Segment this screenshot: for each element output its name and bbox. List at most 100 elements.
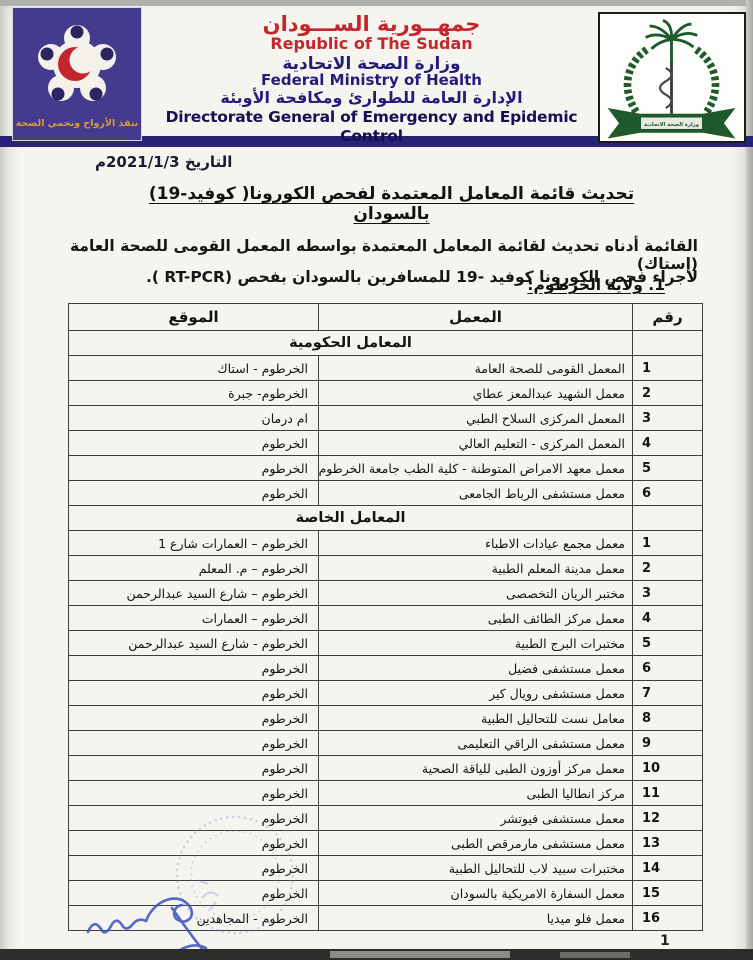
location-cell: الخرطوم- جبرة xyxy=(68,380,319,406)
lab-name-cell: معمل معهد الامراض المتوطنة - كلية الطب ج… xyxy=(318,455,633,481)
section-title-cell: المعامل الخاصة xyxy=(68,505,633,531)
table-row: 16 معمل فلو ميديا الخرطوم - المجاهدين xyxy=(68,905,703,931)
table-row: 12 معمل مستشفى فيوتشر الخرطوم xyxy=(68,805,703,831)
table-row: 2 معمل مدينة المعلم الطبية الخرطوم – م. ال… xyxy=(68,555,703,581)
document-title: تحديث قائمة المعامل المعتمدة لفحص الكورو… xyxy=(148,184,635,224)
lab-name-cell: معامل نست للتحاليل الطبية xyxy=(318,705,633,731)
ministry-name-arabic: وزارة الصحة الاتحادية xyxy=(282,53,461,74)
location-cell: الخرطوم xyxy=(68,655,319,681)
scan-edge-top xyxy=(0,0,753,6)
location-cell: الخرطوم xyxy=(68,880,319,906)
letterhead-text: جمهــورية الســـودان Republic of The Sud… xyxy=(150,12,593,145)
directorate-name-arabic: الإدارة العامة للطوارئ ومكافحة الأوبئة xyxy=(220,88,523,108)
lab-name-cell: المعمل المركزى السلاح الطبي xyxy=(318,405,633,431)
table-row: 6 معمل مستشفى فضيل الخرطوم xyxy=(68,655,703,681)
red-crescent-icon: ننقذ الأرواح ونحمي الصحة xyxy=(16,25,139,129)
scan-edge-bottom xyxy=(0,949,753,960)
table-row: 7 معمل مستشفى رويال كير الخرطوم xyxy=(68,680,703,706)
row-number-cell: 2 xyxy=(632,555,703,581)
lab-table-body: المعامل الحكومية 1 المعمل القومى للصحة الع… xyxy=(68,330,703,931)
intro-paragraph-line1: القائمة أدناه تحديث لقائمة المعامل المعت… xyxy=(69,236,698,273)
country-name-english: Republic of The Sudan xyxy=(270,33,473,53)
table-row: 8 معامل نست للتحاليل الطبية الخرطوم xyxy=(68,705,703,731)
lab-name-cell: معمل مستشفى الراقي التعليمى xyxy=(318,730,633,756)
table-row: 15 معمل السفارة الامريكية بالسودان الخرطوم xyxy=(68,880,703,906)
location-cell: الخرطوم xyxy=(68,480,319,506)
emblem-ribbon-text: وزارة الصحة الاتحادية xyxy=(644,122,699,128)
table-row: 6 معمل مستشفى الرباط الجامعى الخرطوم xyxy=(68,480,703,506)
ministry-name-english: Federal Ministry of Health xyxy=(261,70,482,89)
row-number-cell: 5 xyxy=(632,630,703,656)
row-number-cell: 1 xyxy=(632,530,703,556)
row-number-cell: 2 xyxy=(632,380,703,406)
row-number-cell: 6 xyxy=(632,655,703,681)
table-row: 4 معمل مركز الطائف الطبى الخرطوم – العمارا… xyxy=(68,605,703,631)
logo-motto-text: ننقذ الأرواح ونحمي الصحة xyxy=(16,117,139,129)
lab-name-cell: معمل مركز الطائف الطبى xyxy=(318,605,633,631)
row-number-cell: 12 xyxy=(632,805,703,831)
lab-name-cell: المعمل القومى للصحة العامة xyxy=(318,355,633,381)
row-number-cell: 3 xyxy=(632,405,703,431)
column-header-lab: المعمل xyxy=(318,303,633,331)
lab-name-cell: معمل السفارة الامريكية بالسودان xyxy=(318,880,633,906)
row-number-cell: 15 xyxy=(632,880,703,906)
country-name-arabic: جمهــورية الســـودان xyxy=(262,12,481,36)
row-number-cell: 5 xyxy=(632,455,703,481)
location-cell: الخرطوم - شارع السيد عبدالرحمن xyxy=(68,630,319,656)
location-cell: الخرطوم xyxy=(68,755,319,781)
lab-name-cell: مركز انطاليا الطبى xyxy=(318,780,633,806)
labs-table: رقم المعمل الموقع المعامل الحكومية 1 المعم… xyxy=(68,303,703,931)
letterhead: ننقذ الأرواح ونحمي الصحة جمهــورية الســ… xyxy=(0,0,753,150)
location-cell: الخرطوم - المجاهدين xyxy=(68,905,319,931)
row-number-cell: 14 xyxy=(632,855,703,881)
red-crescent-logo: ننقذ الأرواح ونحمي الصحة xyxy=(13,8,141,140)
section-number-cell xyxy=(632,505,703,531)
lab-name-cell: معمل مستشفى مارمرقص الطبى xyxy=(318,830,633,856)
lab-name-cell: مختبر الريان التخصصى xyxy=(318,580,633,606)
row-number-cell: 8 xyxy=(632,705,703,731)
column-header-number: رقم xyxy=(632,303,703,331)
row-number-cell: 4 xyxy=(632,430,703,456)
scan-edge-right xyxy=(746,0,753,960)
row-number-cell: 11 xyxy=(632,780,703,806)
location-cell: الخرطوم xyxy=(68,455,319,481)
table-row: 4 المعمل المركزى - التعليم العالي الخرطوم xyxy=(68,430,703,456)
row-number-cell: 9 xyxy=(632,730,703,756)
lab-name-cell: معمل مدينة المعلم الطبية xyxy=(318,555,633,581)
table-row: 10 معمل مركز أوزون الطبى للياقة الصحية الخ… xyxy=(68,755,703,781)
location-cell: الخرطوم - استاك xyxy=(68,355,319,381)
column-header-location: الموقع xyxy=(68,303,319,331)
location-cell: الخرطوم xyxy=(68,705,319,731)
table-row: 1 معمل مجمع عيادات الاطباء الخرطوم – العما… xyxy=(68,530,703,556)
intro-paragraph-line2: لاجراء فحص الكورونا كوفيد -19 للمسافرين … xyxy=(145,267,698,286)
date-line: التاريخ 2021/1/3م xyxy=(95,153,233,171)
table-row: 5 مختبرات البرج الطبية الخرطوم - شارع السي… xyxy=(68,630,703,656)
location-cell: الخرطوم xyxy=(68,855,319,881)
state-section-heading: 1. ولاية الخرطوم: xyxy=(527,276,665,294)
location-cell: الخرطوم xyxy=(68,680,319,706)
location-cell: الخرطوم – م. المعلم xyxy=(68,555,319,581)
directorate-name-english: Directorate General of Emergency and Epi… xyxy=(165,108,578,145)
location-cell: الخرطوم – العمارات xyxy=(68,605,319,631)
section-number-cell xyxy=(632,330,703,356)
lab-name-cell: معمل الشهيد عبدالمعز عطاي xyxy=(318,380,633,406)
location-cell: الخرطوم xyxy=(68,830,319,856)
row-number-cell: 16 xyxy=(632,905,703,931)
location-cell: ام درمان xyxy=(68,405,319,431)
table-row: 2 معمل الشهيد عبدالمعز عطاي الخرطوم- جبرة xyxy=(68,380,703,406)
lab-name-cell: مختبرات سبيد لاب للتحاليل الطبية xyxy=(318,855,633,881)
table-row: 9 معمل مستشفى الراقي التعليمى الخرطوم xyxy=(68,730,703,756)
table-row: 1 المعمل القومى للصحة العامة الخرطوم - است… xyxy=(68,355,703,381)
table-header-row: رقم المعمل الموقع xyxy=(68,303,703,331)
lab-name-cell: معمل فلو ميديا xyxy=(318,905,633,931)
table-section-row: المعامل الحكومية xyxy=(68,330,703,356)
table-section-row: المعامل الخاصة xyxy=(68,505,703,531)
page-number: 1 xyxy=(660,933,670,949)
row-number-cell: 10 xyxy=(632,755,703,781)
location-cell: الخرطوم xyxy=(68,780,319,806)
location-cell: الخرطوم xyxy=(68,730,319,756)
table-row: 3 مختبر الريان التخصصى الخرطوم – شارع السي… xyxy=(68,580,703,606)
row-number-cell: 3 xyxy=(632,580,703,606)
lab-name-cell: معمل مجمع عيادات الاطباء xyxy=(318,530,633,556)
